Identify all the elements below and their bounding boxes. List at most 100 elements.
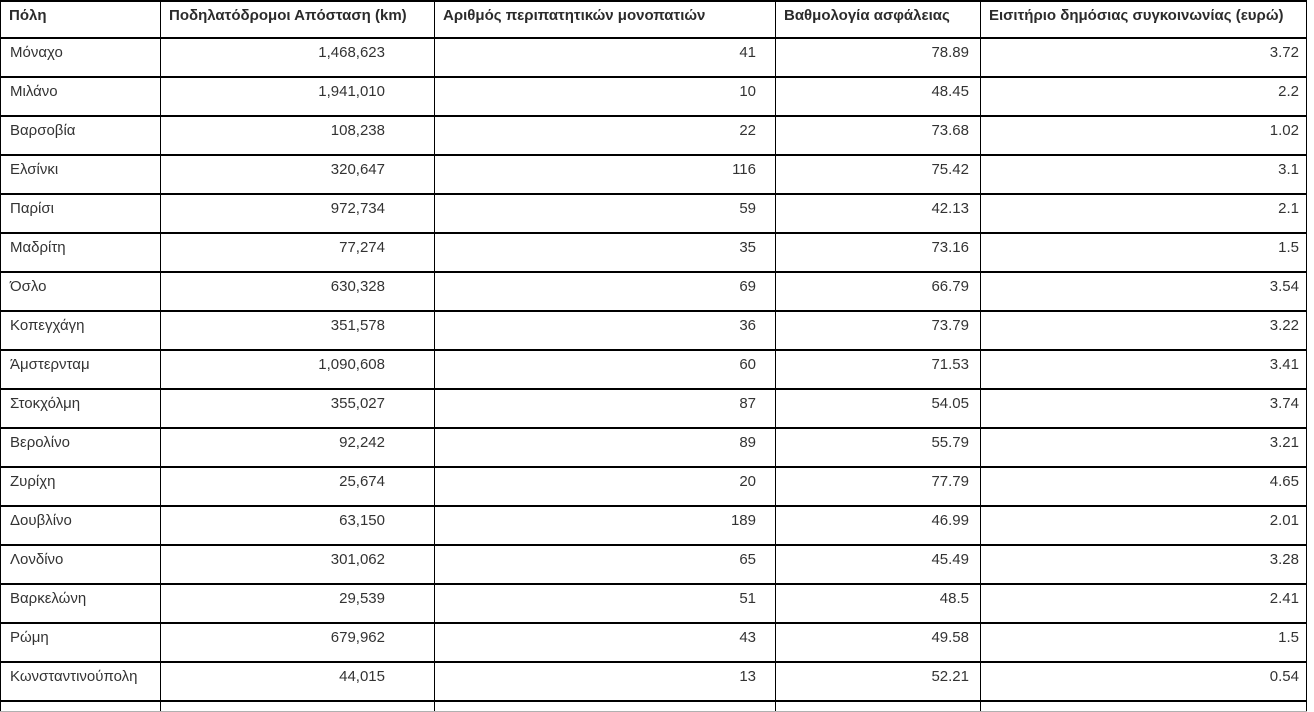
cell: 1,941,010 — [160, 76, 435, 117]
column-header: Πόλη — [0, 0, 161, 39]
cell: 66.79 — [775, 271, 981, 312]
column-header: Εισιτήριο δημόσιας συγκοινωνίας (ευρώ) — [980, 0, 1307, 39]
cell: 3.41 — [980, 349, 1307, 390]
cell: 48.5 — [775, 583, 981, 624]
cell: Άμστερνταμ — [0, 349, 161, 390]
table-row: Λονδίνο 301,062 65 45.49 3.28 — [0, 544, 1307, 585]
cell: 49.58 — [775, 622, 981, 663]
cell: Μόναχο — [0, 37, 161, 78]
cell: 35 — [434, 232, 776, 273]
cell: 29,539 — [160, 583, 435, 624]
cell: 1.5 — [980, 232, 1307, 273]
table-row: Μόναχο 1,468,623 41 78.89 3.72 — [0, 37, 1307, 78]
cell: 48.45 — [775, 76, 981, 117]
cell: 46.99 — [775, 505, 981, 546]
table-row: Άμστερνταμ 1,090,608 60 71.53 3.41 — [0, 349, 1307, 390]
cell — [0, 700, 161, 712]
cell: 87 — [434, 388, 776, 429]
cell: Λονδίνο — [0, 544, 161, 585]
cell: 45.49 — [775, 544, 981, 585]
table-row: Βαρκελώνη 29,539 51 48.5 2.41 — [0, 583, 1307, 624]
cell: 3.22 — [980, 310, 1307, 351]
cell: 65 — [434, 544, 776, 585]
cell: Δουβλίνο — [0, 505, 161, 546]
cell — [775, 700, 981, 712]
table-row: Στοκχόλμη 355,027 87 54.05 3.74 — [0, 388, 1307, 429]
cell: 51 — [434, 583, 776, 624]
cell: 3.1 — [980, 154, 1307, 195]
cell: 1,468,623 — [160, 37, 435, 78]
cell — [980, 700, 1307, 712]
table-row: Βαρσοβία 108,238 22 73.68 1.02 — [0, 115, 1307, 156]
table-row: Ζυρίχη 25,674 20 77.79 4.65 — [0, 466, 1307, 507]
column-header: Βαθμολογία ασφάλειας — [775, 0, 981, 39]
cell: Κοπεγχάγη — [0, 310, 161, 351]
cell: Ελσίνκι — [0, 154, 161, 195]
table-row: Δουβλίνο 63,150 189 46.99 2.01 — [0, 505, 1307, 546]
cell: 2.2 — [980, 76, 1307, 117]
table-row: Ελσίνκι 320,647 116 75.42 3.1 — [0, 154, 1307, 195]
column-header: Αριθμός περιπατητικών μονοπατιών — [434, 0, 776, 39]
cell: 2.01 — [980, 505, 1307, 546]
cell: Παρίσι — [0, 193, 161, 234]
cell: 13 — [434, 661, 776, 702]
cell: Βαρσοβία — [0, 115, 161, 156]
cell: Βαρκελώνη — [0, 583, 161, 624]
table-row: Μιλάνο 1,941,010 10 48.45 2.2 — [0, 76, 1307, 117]
header-row: Πόλη Ποδηλατόδρομοι Απόσταση (km) Αριθμός … — [0, 0, 1307, 39]
cell: 77,274 — [160, 232, 435, 273]
cell: 92,242 — [160, 427, 435, 468]
cell: 22 — [434, 115, 776, 156]
cell: 1.02 — [980, 115, 1307, 156]
cell: 73.68 — [775, 115, 981, 156]
cell — [160, 700, 435, 712]
cell: 2.41 — [980, 583, 1307, 624]
cell: 1.5 — [980, 622, 1307, 663]
cell: 75.42 — [775, 154, 981, 195]
cell: 54.05 — [775, 388, 981, 429]
cell: 0.54 — [980, 661, 1307, 702]
cell: Όσλο — [0, 271, 161, 312]
column-header: Ποδηλατόδρομοι Απόσταση (km) — [160, 0, 435, 39]
cell: 3.54 — [980, 271, 1307, 312]
cell: 355,027 — [160, 388, 435, 429]
cell: 972,734 — [160, 193, 435, 234]
cell: 71.53 — [775, 349, 981, 390]
cell: 78.89 — [775, 37, 981, 78]
cell: 69 — [434, 271, 776, 312]
cell: 679,962 — [160, 622, 435, 663]
cell: 3.72 — [980, 37, 1307, 78]
cell: 320,647 — [160, 154, 435, 195]
cell: 116 — [434, 154, 776, 195]
cell: 52.21 — [775, 661, 981, 702]
cell: 3.28 — [980, 544, 1307, 585]
cell: 301,062 — [160, 544, 435, 585]
cell: 1,090,608 — [160, 349, 435, 390]
cell: 108,238 — [160, 115, 435, 156]
cell: 44,015 — [160, 661, 435, 702]
table-row: Ρώμη 679,962 43 49.58 1.5 — [0, 622, 1307, 663]
cell: 36 — [434, 310, 776, 351]
table-header: Πόλη Ποδηλατόδρομοι Απόσταση (km) Αριθμός … — [0, 0, 1307, 39]
table-row: Κοπεγχάγη 351,578 36 73.79 3.22 — [0, 310, 1307, 351]
cell: 73.79 — [775, 310, 981, 351]
cell: 60 — [434, 349, 776, 390]
cell: 25,674 — [160, 466, 435, 507]
cell: 42.13 — [775, 193, 981, 234]
table-row: Παρίσι 972,734 59 42.13 2.1 — [0, 193, 1307, 234]
cell: 351,578 — [160, 310, 435, 351]
cell: Μαδρίτη — [0, 232, 161, 273]
cell: 20 — [434, 466, 776, 507]
cell: Ρώμη — [0, 622, 161, 663]
cell: Στοκχόλμη — [0, 388, 161, 429]
cell: 3.21 — [980, 427, 1307, 468]
cell: 89 — [434, 427, 776, 468]
cell — [434, 700, 776, 712]
cell: 4.65 — [980, 466, 1307, 507]
cell: 59 — [434, 193, 776, 234]
cell: 2.1 — [980, 193, 1307, 234]
cell: 630,328 — [160, 271, 435, 312]
table-row: Κωνσταντινούπολη 44,015 13 52.21 0.54 — [0, 661, 1307, 702]
